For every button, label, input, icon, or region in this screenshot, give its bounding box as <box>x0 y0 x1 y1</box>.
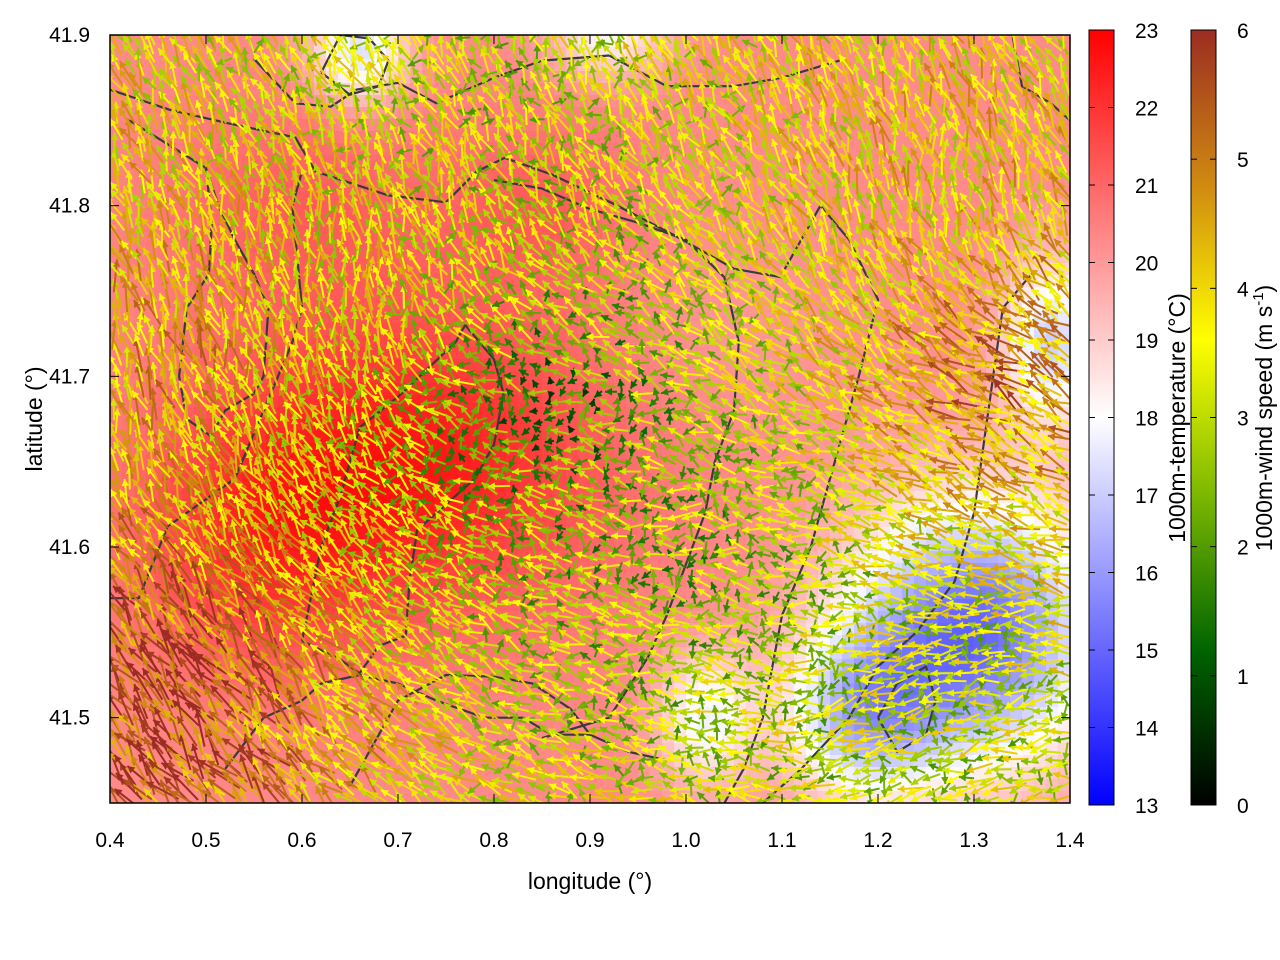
heatmap-cell <box>266 791 279 803</box>
heatmap-cell <box>794 527 807 540</box>
heatmap-cell <box>122 791 135 803</box>
heatmap-cell <box>134 539 147 552</box>
heatmap-cell <box>158 59 171 72</box>
heatmap-cell <box>254 191 267 204</box>
heatmap-cell <box>338 131 351 144</box>
heatmap-cell <box>1034 707 1047 720</box>
heatmap-cell <box>482 491 495 504</box>
heatmap-cell <box>290 527 303 540</box>
heatmap-cell <box>998 743 1011 756</box>
heatmap-cell <box>110 779 123 792</box>
heatmap-cell <box>122 239 135 252</box>
heatmap-cell <box>806 635 819 648</box>
heatmap-cell <box>914 407 927 420</box>
heatmap-cell <box>1010 755 1023 768</box>
heatmap-cell <box>446 311 459 324</box>
plot-area <box>110 35 1070 803</box>
heatmap-cell <box>530 287 543 300</box>
heatmap-cell <box>122 683 135 696</box>
heatmap-cell <box>602 779 615 792</box>
